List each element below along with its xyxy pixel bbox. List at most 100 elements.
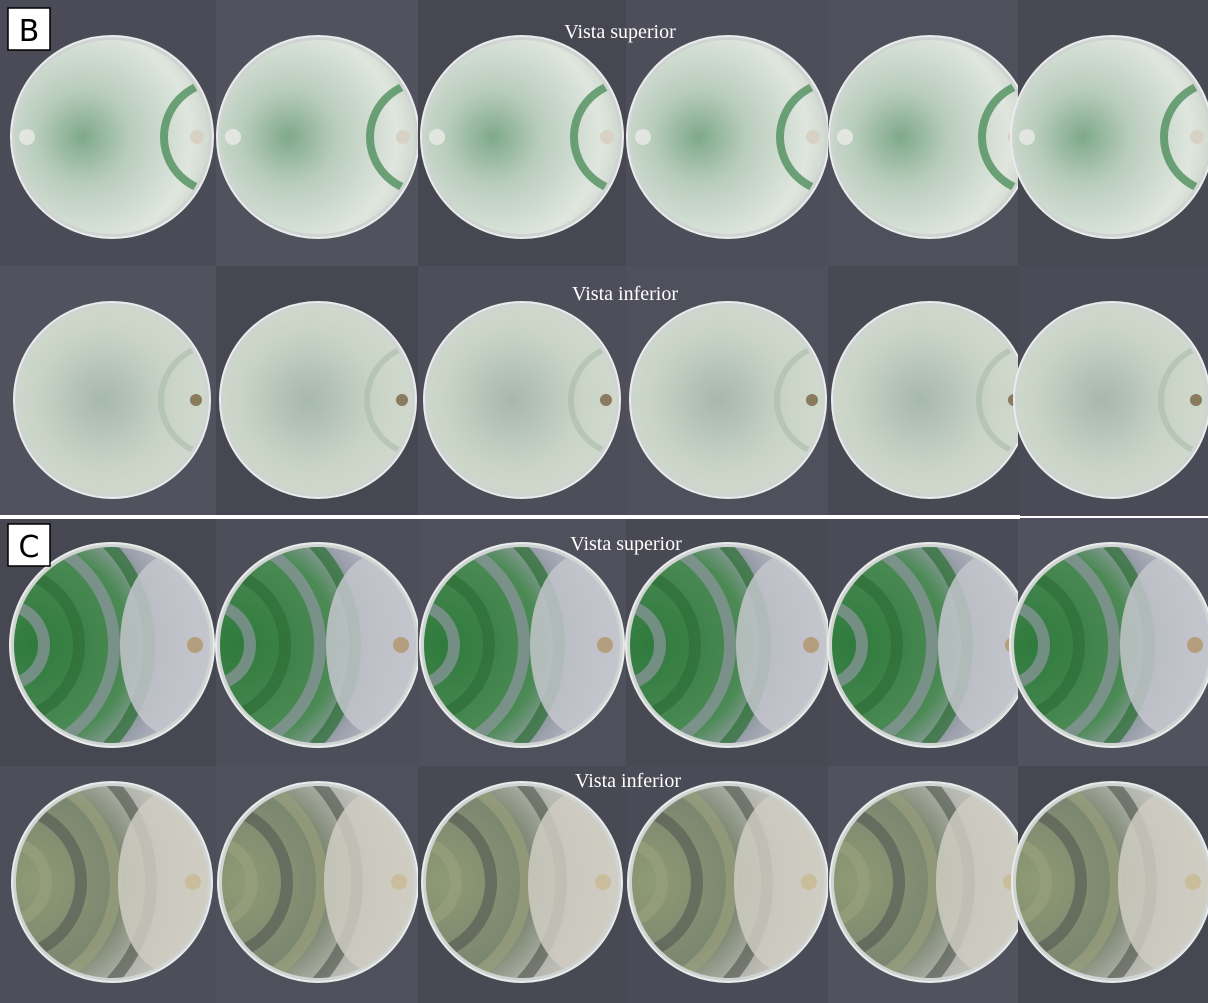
culture	[634, 306, 822, 494]
ring	[832, 547, 938, 743]
ring	[632, 836, 668, 928]
ring	[1016, 786, 1122, 978]
clear-zone	[936, 792, 1026, 972]
ring	[568, 342, 616, 458]
culture	[224, 306, 412, 494]
inoculum	[806, 394, 818, 406]
clear-zone	[734, 792, 824, 972]
ring	[16, 801, 87, 963]
clear-zone	[736, 555, 826, 735]
ring	[570, 78, 619, 196]
clear-zone	[326, 555, 416, 735]
ring	[364, 342, 412, 458]
ring	[220, 564, 291, 726]
ring	[424, 599, 460, 691]
separator	[0, 515, 1020, 519]
culture-pattern	[19, 78, 209, 196]
ring	[978, 78, 1027, 196]
inoculum	[1190, 394, 1202, 406]
caption: Vista superior	[570, 533, 682, 555]
culture-pattern	[632, 786, 824, 978]
culture-pattern	[426, 786, 618, 978]
ring	[976, 342, 1024, 458]
culture	[1018, 306, 1206, 494]
panel-label: C	[19, 530, 40, 565]
inoculum	[429, 129, 445, 145]
ring	[1016, 836, 1052, 928]
ring	[632, 786, 738, 978]
culture-pattern	[1158, 342, 1206, 458]
ring	[160, 78, 209, 196]
inoculum	[1187, 637, 1203, 653]
culture-pattern	[220, 547, 416, 743]
ring	[220, 599, 256, 691]
inoculum	[1019, 129, 1035, 145]
culture-pattern	[424, 547, 620, 743]
culture-pattern	[225, 78, 415, 196]
clear-zone	[118, 792, 208, 972]
culture-pattern	[1014, 547, 1208, 743]
culture	[428, 306, 616, 494]
ring	[774, 342, 822, 458]
culture-pattern	[16, 786, 208, 978]
culture-pattern	[635, 78, 825, 196]
ring	[222, 836, 258, 928]
culture	[631, 40, 825, 234]
culture-pattern	[832, 547, 1028, 743]
inoculum	[600, 130, 614, 144]
ring	[1014, 599, 1050, 691]
ring	[834, 836, 870, 928]
ring	[834, 801, 905, 963]
culture-pattern	[364, 342, 412, 458]
inoculum	[190, 394, 202, 406]
culture-pattern	[774, 342, 822, 458]
inoculum	[635, 129, 651, 145]
culture	[836, 306, 1024, 494]
inoculum	[190, 130, 204, 144]
caption: Vista inferior	[575, 770, 681, 792]
ring	[16, 786, 122, 978]
culture-pattern	[834, 786, 1026, 978]
culture-pattern	[1019, 78, 1208, 196]
culture-pattern	[158, 342, 206, 458]
caption: Vista inferior	[572, 283, 678, 305]
ring	[424, 564, 495, 726]
inoculum	[185, 874, 201, 890]
ring	[14, 564, 85, 726]
clear-zone	[1120, 555, 1208, 735]
ring	[424, 547, 530, 743]
inoculum	[396, 394, 408, 406]
culture	[425, 40, 619, 234]
ring	[776, 78, 825, 196]
label-box	[7, 523, 51, 567]
clear-zone	[120, 555, 210, 735]
inoculum	[600, 394, 612, 406]
ring	[832, 599, 868, 691]
culture-pattern	[630, 547, 826, 743]
ring	[630, 564, 701, 726]
ring	[158, 342, 206, 458]
culture-pattern	[429, 78, 619, 196]
culture-pattern	[568, 342, 616, 458]
culture	[18, 306, 206, 494]
label-box	[7, 7, 51, 51]
ring	[1160, 78, 1208, 196]
ring	[632, 801, 703, 963]
ring	[832, 564, 903, 726]
inoculum	[225, 129, 241, 145]
culture-pattern	[222, 786, 414, 978]
ring	[222, 786, 328, 978]
ring	[1014, 547, 1120, 743]
inoculum	[187, 637, 203, 653]
culture	[1015, 40, 1208, 234]
ring	[630, 547, 736, 743]
ring	[366, 78, 415, 196]
inoculum	[19, 129, 35, 145]
clear-zone	[530, 555, 620, 735]
ring	[222, 801, 293, 963]
clear-zone	[324, 792, 414, 972]
inoculum	[806, 130, 820, 144]
clear-zone	[938, 555, 1028, 735]
